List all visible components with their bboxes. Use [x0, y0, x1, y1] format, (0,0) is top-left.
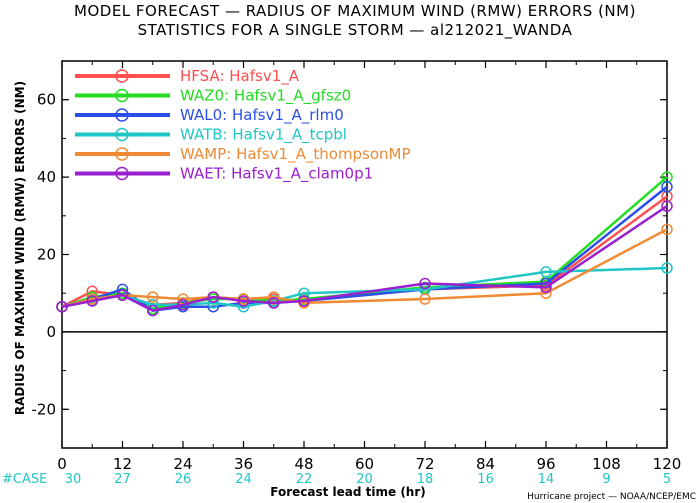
legend-label-hfsa: HFSA: Hafsv1_A: [180, 67, 300, 86]
case-count: 20: [356, 472, 373, 487]
data-point-wamp: [147, 291, 159, 303]
legend-marker-wal0: [115, 108, 129, 122]
data-point-waet: [86, 295, 98, 307]
data-point-waet: [116, 289, 129, 301]
legend-label-waz0: WAZ0: Hafsv1_A_gfsz0: [180, 87, 351, 106]
chart-title-line1: MODEL FORECAST — RADIUS OF MAXIMUM WIND …: [74, 2, 636, 20]
data-point-waet: [237, 295, 250, 307]
series-lines: [56, 171, 673, 317]
data-point-waet: [419, 277, 431, 290]
case-row-label: #CASE: [2, 472, 47, 487]
data-point-waet: [56, 300, 68, 313]
legend-marker-hfsa: [115, 69, 129, 83]
x-tick-label: 72: [415, 455, 434, 473]
case-count: 26: [175, 472, 192, 487]
data-point-waet: [540, 281, 552, 294]
y-tick-label: 40: [37, 168, 56, 186]
credit-text: Hurricane project — NOAA/NCEP/EMC: [527, 492, 696, 502]
legend-marker-waz0: [115, 88, 129, 103]
chart-title-line2: STATISTICS FOR A SINGLE STORM — al212021…: [138, 21, 573, 40]
data-point-waet: [268, 297, 280, 309]
series-line-waz0: [61, 176, 668, 310]
x-tick-label: 108: [592, 455, 621, 473]
case-count: 30: [65, 472, 82, 487]
legend-label-wamp: WAMP: Hafsv1_A_thompsonMP: [180, 145, 411, 164]
x-tick-label: 96: [536, 455, 555, 473]
case-count: 22: [296, 472, 313, 487]
case-count: 16: [477, 472, 494, 487]
y-tick-label: 20: [37, 246, 56, 264]
legend-marker-wamp: [115, 147, 129, 161]
legend-label-waet: WAET: Hafsv1_A_clam0p1: [180, 165, 373, 184]
legend-label-wal0: WAL0: Hafsv1_A_rlm0: [180, 106, 344, 125]
data-point-waet: [661, 200, 673, 212]
legend-marker-waet: [115, 166, 129, 181]
legend-label-watb: WATB: Hafsv1_A_tcpbl: [180, 126, 347, 145]
x-tick-label: 120: [653, 455, 682, 473]
data-point-wal0: [661, 181, 673, 193]
case-count: 9: [602, 472, 610, 487]
y-axis-label: RADIUS OF MAXIMUM WIND (RMW) ERRORS (NM): [13, 81, 27, 415]
x-axis-label: Forecast lead time (hr): [270, 485, 426, 499]
x-tick-label: 36: [234, 455, 253, 473]
data-point-waet: [298, 295, 310, 307]
case-count: 24: [235, 472, 252, 487]
legend-marker-watb: [115, 127, 129, 142]
case-count: 14: [538, 472, 555, 487]
x-tick-label: 24: [173, 455, 192, 473]
case-count: 18: [417, 472, 434, 487]
x-tick-label: 0: [57, 455, 67, 473]
x-tick-label: 48: [294, 455, 313, 473]
data-point-waet: [147, 304, 159, 317]
data-point-wamp: [419, 293, 431, 305]
y-tick-label: 60: [37, 91, 56, 109]
data-point-watb: [661, 262, 673, 274]
case-count-row: 30 27 26 24 22 20 18 16 14 9 5 #CASE: [2, 472, 671, 487]
y-tick-label: 0: [46, 323, 56, 341]
data-point-wamp: [661, 223, 673, 236]
x-tick-label: 12: [113, 455, 132, 473]
case-count: 27: [114, 472, 131, 487]
data-point-waet: [207, 291, 219, 303]
data-point-watb: [540, 266, 552, 278]
y-tick-label: -20: [32, 400, 57, 418]
x-tick-label: 60: [355, 455, 374, 473]
case-count: 5: [663, 472, 671, 487]
x-axis-ticks: 0 12 24 36 48 60 72 84 96 108 120: [57, 61, 681, 473]
data-point-waet: [177, 299, 189, 311]
x-tick-label: 84: [476, 455, 495, 473]
